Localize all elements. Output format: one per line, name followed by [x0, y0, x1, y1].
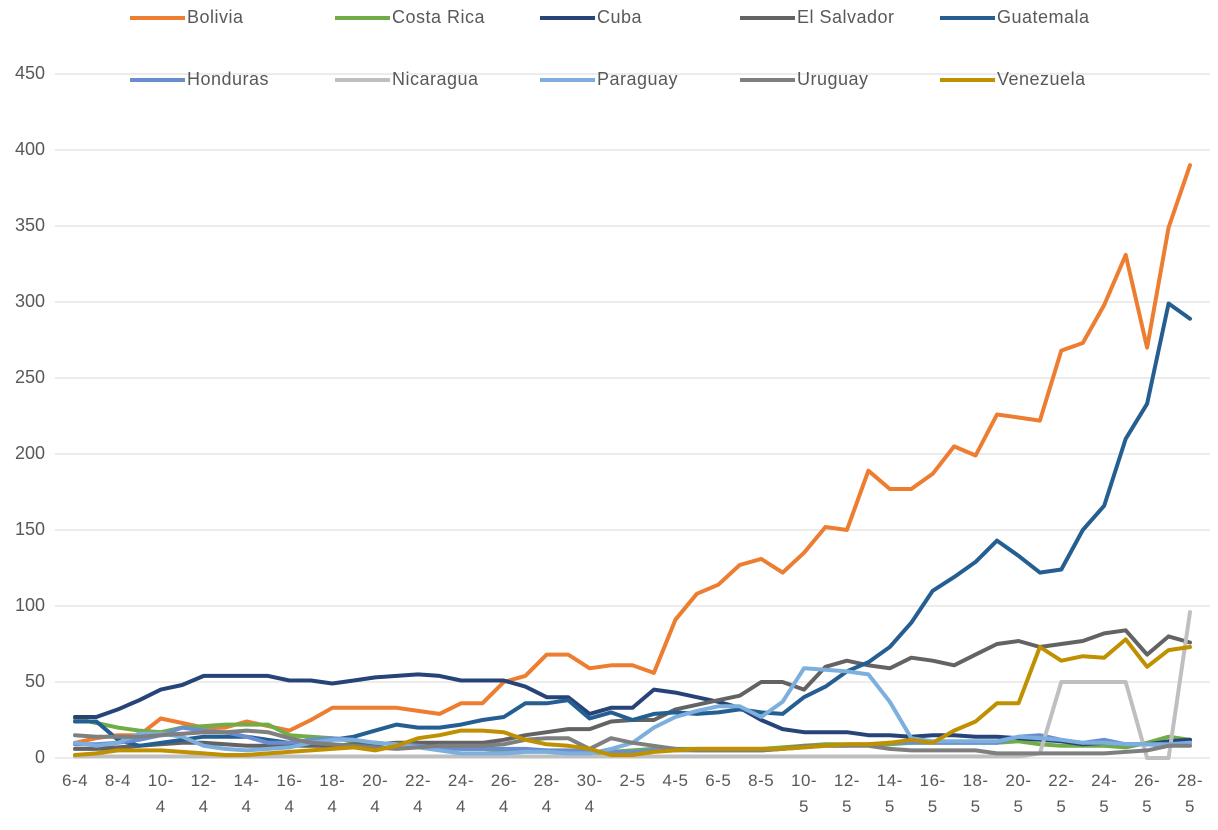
- legend-label: Venezuela: [997, 69, 1086, 89]
- x-tick-label: 22-4: [405, 771, 432, 816]
- legend-label: Bolivia: [187, 7, 244, 27]
- legend-label: Paraguay: [597, 69, 678, 89]
- x-tick-label: 2-5: [619, 771, 646, 790]
- y-tick-label: 100: [15, 595, 45, 615]
- y-tick-label: 0: [35, 747, 45, 767]
- x-tick-label: 6-4: [61, 771, 89, 790]
- x-tick-label: 12-4: [190, 771, 217, 816]
- x-tick-label: 10-5: [790, 771, 818, 816]
- x-tick-label: 16-4: [276, 771, 303, 816]
- y-tick-label: 400: [15, 139, 45, 159]
- y-tick-label: 200: [15, 443, 45, 463]
- x-tick-label: 8-4: [104, 771, 131, 790]
- y-tick-label: 150: [15, 519, 45, 539]
- legend-label: Uruguay: [797, 69, 869, 89]
- x-tick-label: 6-5: [705, 771, 732, 790]
- x-tick-label: 20-4: [362, 771, 389, 816]
- x-tick-label: 26-5: [1134, 771, 1161, 816]
- x-tick-label: 28-5: [1176, 771, 1204, 816]
- series-line: [73, 728, 1192, 756]
- x-tick-label: 24-5: [1091, 771, 1118, 816]
- x-tick-label: 18-4: [319, 771, 346, 816]
- y-tick-label: 250: [15, 367, 45, 387]
- x-tick-label: 16-5: [919, 771, 946, 816]
- series-line: [73, 301, 1192, 748]
- x-tick-label: 24-4: [447, 771, 474, 816]
- legend-label: Costa Rica: [392, 7, 486, 27]
- y-tick-label: 350: [15, 215, 45, 235]
- series-line: [73, 672, 1192, 747]
- x-tick-label: 18-5: [962, 771, 989, 816]
- x-tick-label: 8-5: [748, 771, 775, 790]
- x-tick-label: 14-4: [233, 771, 260, 816]
- x-tick-label: 10-4: [147, 771, 174, 816]
- x-tick-label: 4-5: [662, 771, 689, 790]
- legend-label: Honduras: [187, 69, 269, 89]
- series-line: [73, 637, 1192, 757]
- x-tick-label: 30-4: [576, 771, 603, 816]
- y-tick-label: 300: [15, 291, 45, 311]
- legend-label: Cuba: [597, 7, 643, 27]
- x-tick-label: 28-4: [533, 771, 560, 816]
- x-tick-label: 14-5: [876, 771, 903, 816]
- x-tick-label: 12-5: [833, 771, 860, 816]
- x-tick-label: 26-4: [490, 771, 517, 816]
- x-tick-label: 22-5: [1048, 771, 1075, 816]
- y-tick-label: 50: [25, 671, 45, 691]
- legend-label: Guatemala: [997, 7, 1090, 27]
- x-tick-label: 20-5: [1005, 771, 1032, 816]
- legend-label: El Salvador: [797, 7, 895, 27]
- y-tick-label: 450: [15, 63, 45, 83]
- legend-label: Nicaragua: [392, 69, 479, 89]
